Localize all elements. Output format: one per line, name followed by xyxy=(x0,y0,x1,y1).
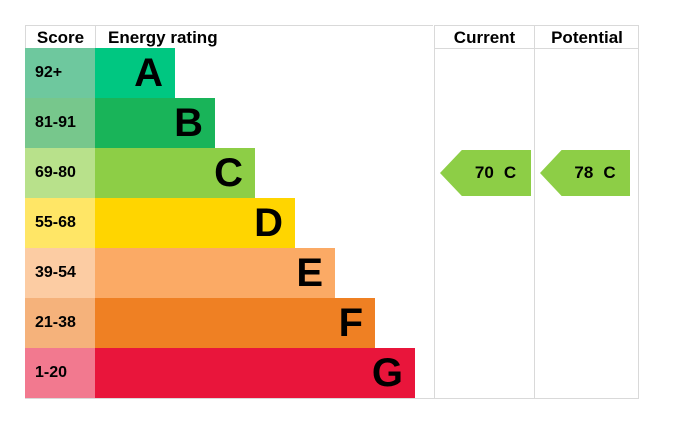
band-row-c: 69-80 C xyxy=(25,148,255,198)
band-bar-e: E xyxy=(95,248,335,298)
band-score-range: 81-91 xyxy=(25,98,95,148)
header-energy-rating: Energy rating xyxy=(95,25,433,48)
header-current: Current xyxy=(434,25,535,48)
band-bar-f: F xyxy=(95,298,375,348)
band-score-range: 1-20 xyxy=(25,348,95,398)
band-bar-b: B xyxy=(95,98,215,148)
current-column-border xyxy=(434,25,535,398)
band-score-range: 92+ xyxy=(25,48,95,98)
band-row-d: 55-68 D xyxy=(25,198,295,248)
band-row-a: 92+ A xyxy=(25,48,175,98)
current-rating-value: 70 xyxy=(474,163,494,182)
current-rating-band: C xyxy=(503,163,517,182)
band-score-range: 69-80 xyxy=(25,148,95,198)
header-underline xyxy=(434,48,639,49)
header-score: Score xyxy=(25,25,95,48)
potential-rating-arrow: 78 C xyxy=(540,150,630,196)
band-bar-g: G xyxy=(95,348,415,398)
band-row-g: 1-20 G xyxy=(25,348,415,398)
header-potential: Potential xyxy=(535,25,639,48)
band-bar-d: D xyxy=(95,198,295,248)
potential-rating-value: 78 xyxy=(574,163,594,182)
band-row-b: 81-91 B xyxy=(25,98,215,148)
potential-column-border xyxy=(535,25,639,398)
potential-rating-band: C xyxy=(603,163,616,182)
band-row-f: 21-38 F xyxy=(25,298,375,348)
band-bar-a: A xyxy=(95,48,175,98)
band-score-range: 21-38 xyxy=(25,298,95,348)
band-bar-c: C xyxy=(95,148,255,198)
band-score-range: 39-54 xyxy=(25,248,95,298)
table-bottom-border xyxy=(25,398,639,399)
current-rating-arrow: 70 C xyxy=(440,150,531,196)
band-row-e: 39-54 E xyxy=(25,248,335,298)
band-score-range: 55-68 xyxy=(25,198,95,248)
